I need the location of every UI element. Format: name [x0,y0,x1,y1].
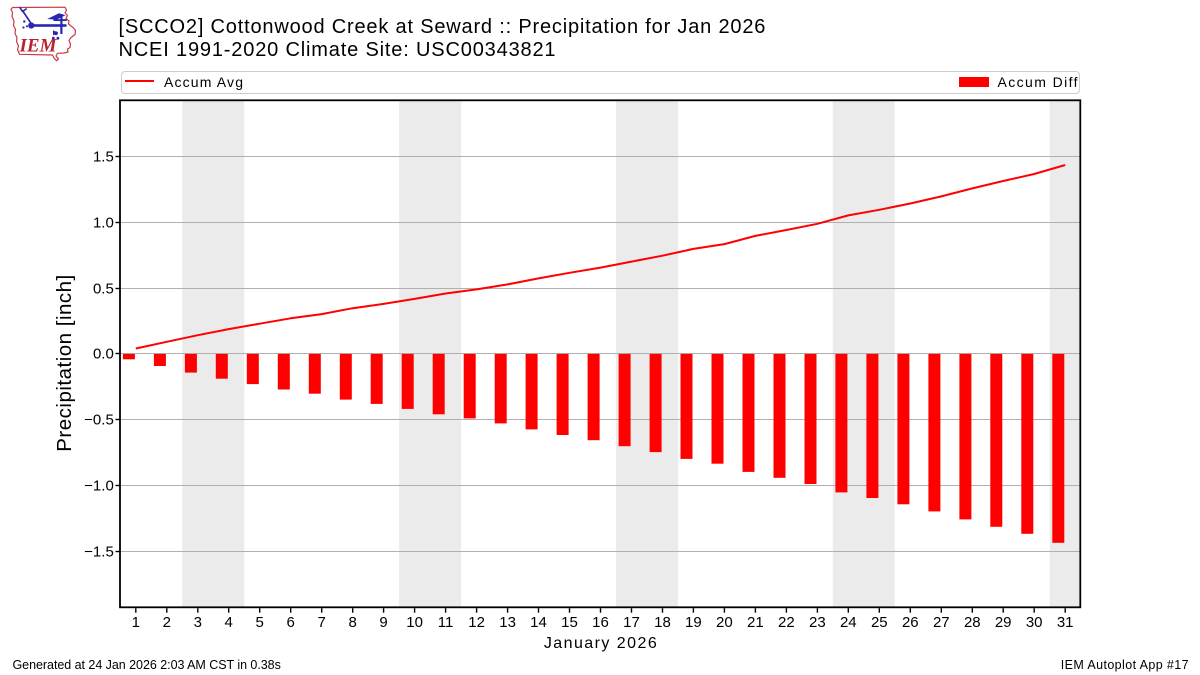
svg-text:January 2026: January 2026 [544,635,658,652]
svg-text:6: 6 [287,614,295,631]
svg-text:15: 15 [561,614,578,631]
svg-text:28: 28 [964,614,981,631]
svg-text:0.5: 0.5 [93,281,114,298]
svg-text:IEM: IEM [19,36,58,57]
svg-text:20: 20 [716,614,733,631]
svg-text:9: 9 [379,614,387,631]
svg-text:3: 3 [194,614,202,631]
svg-text:16: 16 [592,614,609,631]
svg-text:22: 22 [778,614,795,631]
svg-text:10: 10 [406,614,423,631]
svg-text:13: 13 [499,614,516,631]
svg-text:4: 4 [225,614,233,631]
svg-text:−0.5: −0.5 [84,412,114,429]
svg-text:26: 26 [902,614,919,631]
svg-text:1.5: 1.5 [93,149,114,166]
svg-text:7: 7 [318,614,326,631]
svg-text:30: 30 [1026,614,1043,631]
svg-text:25: 25 [871,614,888,631]
svg-text:31: 31 [1057,614,1074,631]
svg-text:Precipitation [inch]: Precipitation [inch] [53,274,76,452]
svg-text:17: 17 [623,614,640,631]
svg-text:12: 12 [468,614,485,631]
svg-text:−1.0: −1.0 [84,478,114,495]
svg-text:−1.5: −1.5 [84,544,114,561]
svg-text:14: 14 [530,614,547,631]
svg-text:5: 5 [256,614,264,631]
svg-text:11: 11 [438,614,454,631]
svg-text:1: 1 [132,614,140,631]
svg-text:18: 18 [654,614,671,631]
svg-text:21: 21 [747,614,764,631]
svg-text:19: 19 [685,614,702,631]
svg-text:1.0: 1.0 [93,215,114,232]
svg-text:0.0: 0.0 [93,346,114,363]
svg-text:27: 27 [933,614,950,631]
svg-text:8: 8 [349,614,357,631]
svg-text:23: 23 [809,614,826,631]
svg-text:24: 24 [840,614,857,631]
svg-text:2: 2 [163,614,171,631]
svg-text:29: 29 [995,614,1012,631]
